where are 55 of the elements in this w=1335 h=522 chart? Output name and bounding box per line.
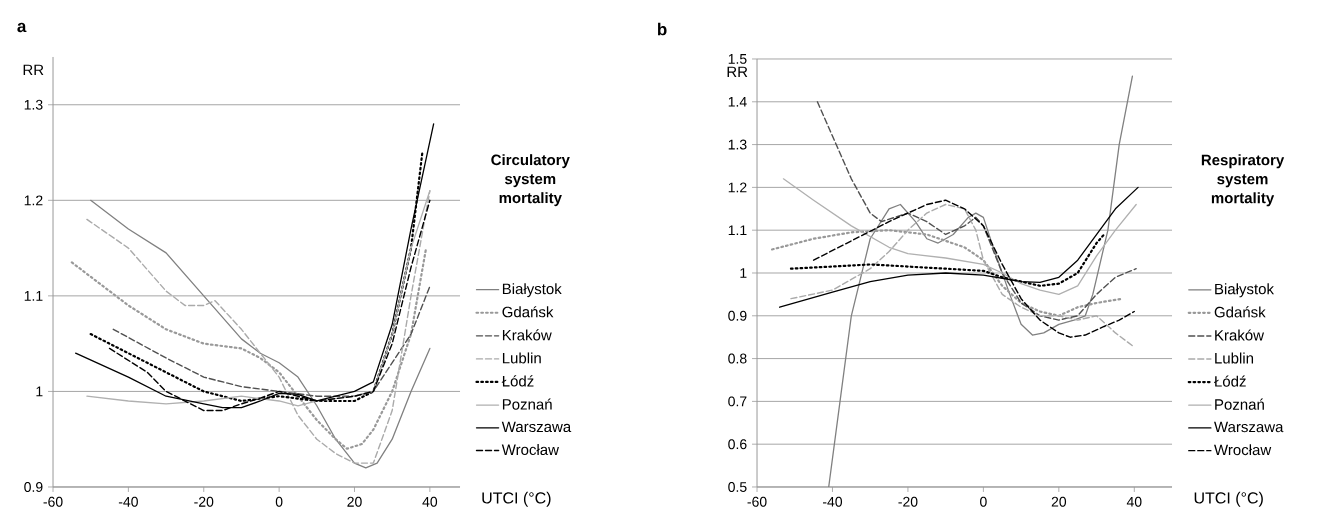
x-tick-label: -40: [118, 496, 138, 507]
x-tick-label: 40: [1126, 496, 1142, 507]
legend-label: Lublin: [1215, 352, 1254, 364]
legend-label: Łódź: [501, 375, 534, 387]
x-tick-label: -40: [822, 496, 843, 507]
legend-label: Gdańsk: [1214, 306, 1266, 318]
y-tick-label: 0.8: [728, 353, 747, 364]
x-tick-label: 0: [980, 496, 987, 507]
x-tick-label: -60: [747, 496, 767, 507]
y-tick-label: 1: [740, 268, 747, 278]
y-tick-label: 1.1: [728, 225, 747, 235]
legend-label: Białystok: [1215, 283, 1274, 298]
y-tick-label: 1.1: [24, 291, 43, 301]
y-tick-label: 1: [36, 386, 43, 397]
line-series: [828, 75, 1134, 487]
x-tick-label: -20: [194, 496, 214, 507]
y-tick-label: 1.3: [728, 139, 747, 150]
legend-label: Gdańsk: [502, 306, 554, 318]
chart-title: a: [17, 22, 27, 33]
y-tick-label: 1.3: [24, 99, 43, 110]
x-tick-label: 0: [275, 496, 283, 507]
line-series: [816, 101, 1137, 321]
y-axis-title: RR: [727, 66, 748, 77]
legend-label: Kraków: [1215, 329, 1265, 341]
y-tick-label: 0.6: [728, 439, 747, 450]
chart-title: b: [658, 22, 667, 36]
x-axis-title: UTCI (°C): [1194, 491, 1263, 507]
x-tick-label: -60: [43, 496, 63, 507]
y-tick-label: 0.5: [728, 482, 747, 492]
x-tick-label: 40: [422, 496, 438, 507]
y-tick-label: 1.2: [24, 195, 43, 206]
legend-label: Lublin: [502, 352, 541, 364]
y-tick-label: 1.4: [728, 96, 747, 107]
x-tick-label: 20: [347, 496, 362, 507]
legend-title: Circulatory system mortality: [491, 154, 570, 207]
legend-label: Poznań: [502, 398, 552, 410]
legend-label: Kraków: [502, 329, 552, 341]
x-axis-title: UTCI (°C): [482, 491, 551, 507]
y-tick-label: 0.9: [728, 310, 747, 321]
x-tick-label: 20: [1051, 496, 1067, 507]
legend-label: Wrocław: [501, 444, 559, 456]
y-tick-label: 1.5: [728, 54, 747, 64]
legend-label: Łódź: [1214, 375, 1246, 387]
legend-title: Respiratory system mortality: [1201, 154, 1285, 207]
y-tick-label: 0.9: [24, 482, 43, 492]
legend-label: Warszawa: [501, 421, 572, 433]
y-axis-title: RR: [23, 64, 44, 76]
legend-label: Poznań: [1215, 398, 1264, 410]
legend-label: Warszawa: [1214, 421, 1284, 433]
line-series: [74, 123, 435, 409]
x-tick-label: -20: [898, 496, 918, 507]
y-tick-label: 0.7: [728, 396, 747, 407]
y-tick-label: 1.2: [728, 182, 747, 193]
legend-label: Białystok: [502, 283, 562, 298]
legend-label: Wrocław: [1214, 444, 1272, 456]
